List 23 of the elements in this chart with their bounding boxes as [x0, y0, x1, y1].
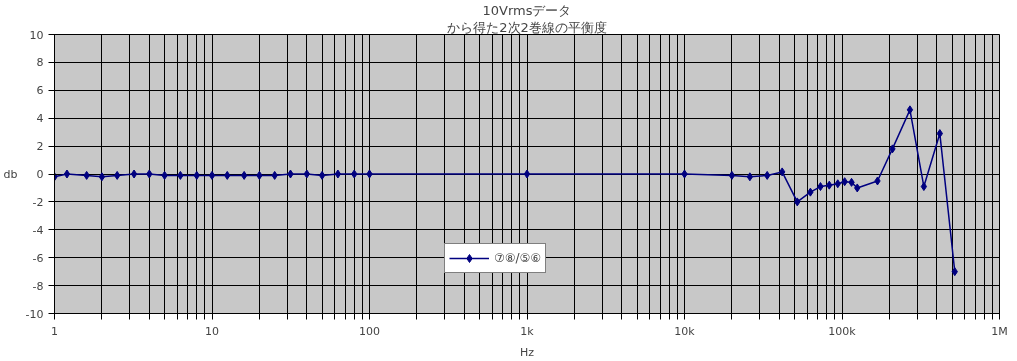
x-tick-label: 100k	[828, 324, 857, 338]
y-tick-label: 8	[36, 56, 44, 70]
x-tick-label: 10	[205, 324, 219, 338]
legend-label: ⑦⑧/⑤⑥	[494, 251, 542, 265]
y-tick-label: -4	[32, 223, 44, 237]
x-tick-label: 1	[51, 324, 58, 338]
y-tick-label: -10	[25, 307, 44, 321]
y-tick-label: -8	[32, 279, 44, 293]
y-tick-label: 10	[29, 28, 44, 42]
y-tick-label: -2	[32, 195, 44, 209]
y-tick-label: 4	[36, 112, 44, 126]
x-axis-title: Hz	[519, 345, 535, 359]
x-tick-label: 1k	[520, 324, 535, 338]
x-tick-label: 10k	[674, 324, 696, 338]
y-tick-label: -6	[32, 251, 44, 265]
chart-title: 10Vrmsデータ	[482, 2, 572, 18]
y-axis-title: db	[3, 167, 18, 181]
x-tick-label: 100	[359, 324, 380, 338]
x-tick-label: 1M	[991, 324, 1008, 338]
y-tick-label: 2	[36, 140, 44, 154]
y-tick-label: 6	[36, 84, 44, 98]
y-tick-label: 0	[36, 168, 44, 181]
chart-subtitle: から得た2次2巻線の平衡度	[447, 19, 607, 35]
